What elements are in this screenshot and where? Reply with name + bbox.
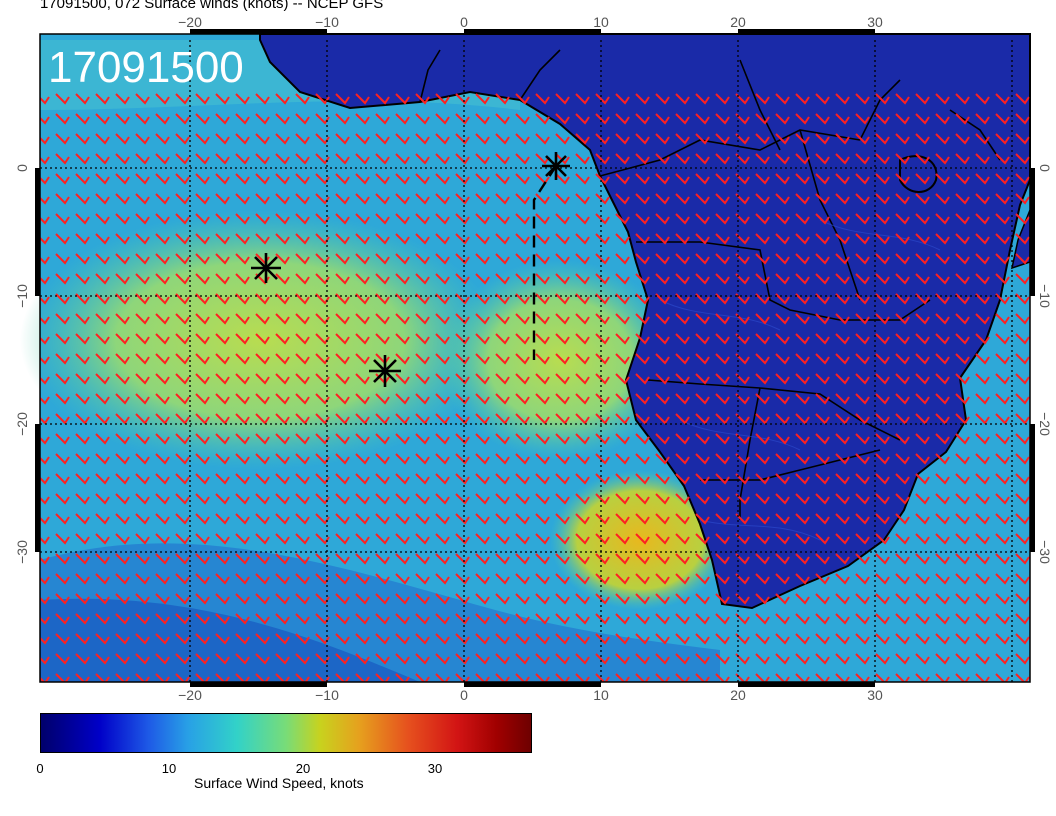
- storm-marker: [542, 152, 570, 180]
- lat-tick-label: 0: [1037, 164, 1053, 172]
- lat-tick-label: −10: [14, 284, 30, 308]
- lat-tick-label: −20: [14, 412, 30, 436]
- lat-labels-left: 0 −10 −20 −30: [14, 164, 30, 564]
- page-title: 17091500, 072 Surface winds (knots) -- N…: [40, 0, 384, 12]
- colorbar-gradient: [40, 713, 532, 753]
- lon-tick-label: 20: [730, 14, 746, 30]
- wind-barbs: [40, 90, 1030, 682]
- lon-tick-label: 0: [460, 14, 468, 30]
- lat-labels-right: 0 −10 −20 −30: [1037, 164, 1053, 564]
- colorbar-tick-label: 10: [161, 761, 177, 776]
- lat-tick-label: −30: [1037, 540, 1053, 564]
- colorbar-label: Surface Wind Speed, knots: [194, 775, 364, 791]
- colorbar-tick-label: 0: [36, 761, 44, 776]
- lon-tick-label: −20: [178, 14, 202, 30]
- lat-tick-label: −10: [1037, 284, 1053, 308]
- storm-marker: [251, 253, 281, 283]
- lon-labels-bottom: −20 −10 0 10 20 30: [178, 687, 883, 703]
- lon-tick-label: 0: [460, 687, 468, 703]
- lat-tick-label: −20: [1037, 412, 1053, 436]
- colorbar-tick-label: 30: [427, 761, 443, 776]
- lon-tick-label: 30: [867, 14, 883, 30]
- storm-marker: [369, 355, 401, 387]
- lon-tick-label: 10: [593, 14, 609, 30]
- lat-tick-label: 0: [14, 164, 30, 172]
- lon-tick-label: −10: [315, 14, 339, 30]
- axis-frame-bars: [35, 29, 1035, 687]
- lon-tick-label: 20: [730, 687, 746, 703]
- lon-tick-label: −20: [178, 687, 202, 703]
- colorbar-tick-label: 20: [295, 761, 311, 776]
- lon-tick-label: 30: [867, 687, 883, 703]
- lon-labels-top: −20 −10 0 10 20 30: [178, 14, 883, 30]
- date-stamp: 17091500: [48, 43, 244, 92]
- lat-tick-label: −30: [14, 540, 30, 564]
- map-area: [20, 33, 1031, 683]
- lon-tick-label: 10: [593, 687, 609, 703]
- lon-tick-label: −10: [315, 687, 339, 703]
- colorbar: [40, 713, 532, 753]
- storm-track: [532, 165, 558, 360]
